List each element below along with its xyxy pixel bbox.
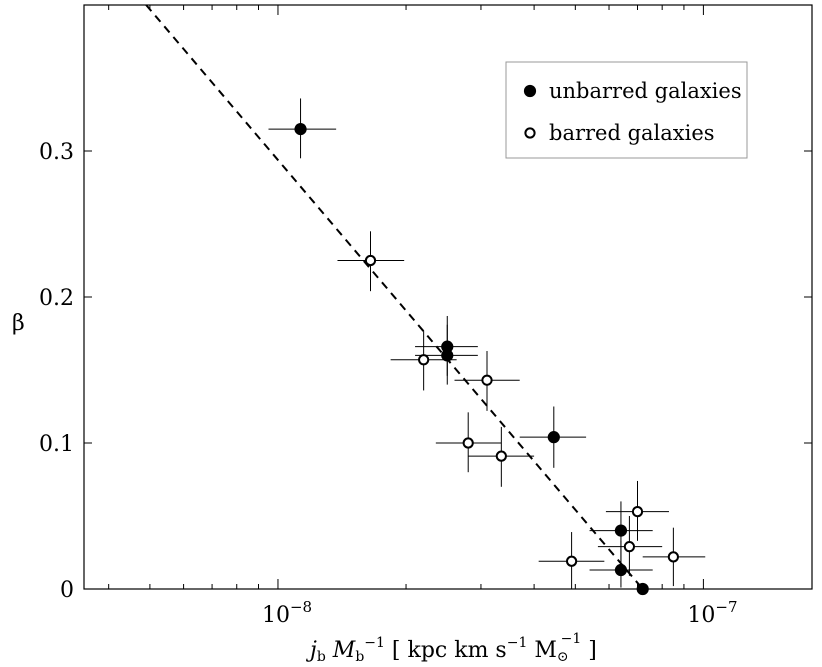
x-label-msun-sup: −1	[561, 631, 582, 647]
x-tick-exponent: −7	[715, 598, 737, 616]
barred-marker	[418, 354, 430, 366]
unbarred-point	[268, 98, 337, 159]
y-tick-label: 0.3	[39, 140, 74, 165]
barred-marker	[495, 450, 507, 462]
x-label-m-sub: b	[355, 649, 364, 665]
unbarred-marker	[294, 123, 307, 136]
y-tick-label: 0	[60, 578, 74, 603]
barred-marker	[462, 437, 474, 449]
x-tick-base: 10	[262, 603, 290, 628]
x-tick-exponent: −8	[290, 598, 312, 616]
unbarred-point	[415, 315, 478, 376]
barred-point	[538, 532, 605, 589]
unbarred-marker	[636, 582, 649, 596]
unbarred-marker	[614, 563, 628, 577]
x-label-j-sub: b	[317, 649, 326, 665]
x-label-m-sup: −1	[364, 635, 385, 651]
x-label-j: j	[305, 638, 317, 663]
x-label-msun: M	[527, 638, 557, 663]
barred-point	[605, 480, 669, 541]
legend-label-unbarred: unbarred galaxies	[549, 79, 742, 103]
barred-point	[390, 330, 457, 391]
x-tick-label: 10−8	[262, 598, 312, 628]
x-label-units: [ kpc km s	[385, 638, 507, 663]
y-tick-label: 0.1	[39, 432, 74, 457]
barred-marker	[565, 555, 578, 567]
fit-line-group	[145, 5, 644, 589]
barred-marker	[481, 374, 493, 386]
barred-point	[468, 426, 535, 487]
fit-line	[145, 5, 644, 589]
x-label-msun-sub: ⊙	[557, 649, 569, 665]
legend: unbarred galaxies barred galaxies	[505, 61, 748, 159]
barred-marker	[364, 254, 377, 267]
x-label-close: ]	[581, 638, 597, 663]
x-label-m: M	[326, 638, 356, 663]
legend-box	[505, 61, 748, 159]
unbarred-marker	[614, 524, 628, 537]
unbarred-point	[636, 582, 649, 596]
unbarred-marker	[441, 349, 454, 362]
unbarred-point	[519, 406, 587, 468]
x-tick-label: 10−7	[687, 598, 737, 628]
unbarred-point	[589, 540, 653, 588]
barred-point	[337, 231, 405, 292]
axis-ticks: 00.10.20.310−8 10−7	[39, 5, 812, 628]
barred-point	[597, 516, 663, 576]
unbarred-marker	[547, 431, 560, 444]
x-axis-label: jb Mb−1 [ kpc km s−1 M⊙−1 ]	[305, 631, 597, 665]
barred-point	[454, 351, 520, 411]
barred-marker	[631, 506, 644, 518]
legend-label-barred: barred galaxies	[549, 121, 715, 145]
legend-marker-unbarred	[523, 84, 537, 98]
barred-point	[435, 412, 502, 473]
barred-marker	[667, 551, 679, 563]
x-tick-base: 10	[687, 603, 715, 628]
legend-marker-barred	[524, 127, 536, 139]
barred-point	[642, 527, 706, 587]
y-tick-label: 0.2	[39, 286, 74, 311]
data-points	[268, 98, 706, 596]
y-axis-label: β	[12, 311, 25, 336]
x-label-s-sup: −1	[507, 635, 528, 651]
barred-marker	[623, 541, 636, 553]
